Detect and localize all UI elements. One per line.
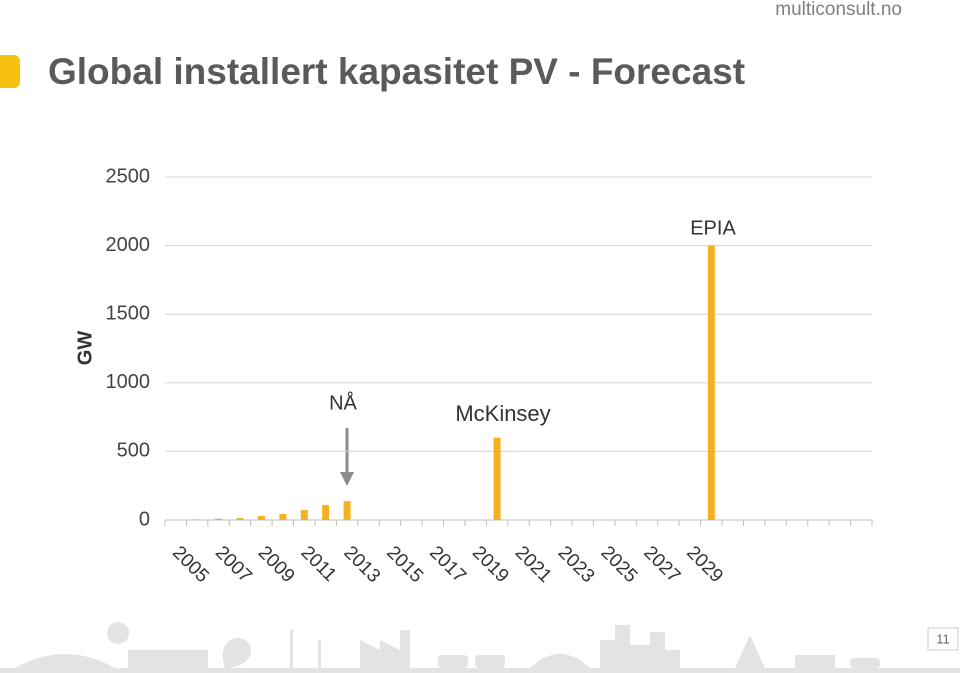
x-tick-label: 2009 (254, 542, 299, 587)
x-tick-label: 2005 (168, 542, 213, 587)
arrow-head (340, 472, 354, 486)
slide-title: Global installert kapasitet PV - Forecas… (48, 51, 745, 92)
site-name: multiconsult.no (775, 0, 902, 20)
annotation: NÅ (329, 391, 357, 414)
bar (300, 509, 308, 520)
bar (257, 516, 265, 520)
bar (322, 505, 330, 520)
bar (236, 517, 244, 520)
annotation: McKinsey (455, 401, 550, 426)
page-number: 11 (936, 631, 950, 646)
footer-illustration (0, 622, 960, 673)
x-tick-label: 2017 (425, 542, 470, 587)
x-tick-label: 2029 (682, 542, 727, 587)
title-marker (0, 55, 20, 88)
x-tick-label: 2027 (639, 542, 684, 587)
page-box (927, 627, 959, 651)
bar (493, 437, 501, 520)
x-tick-label: 2021 (511, 542, 556, 587)
y-tick-label: 1000 (106, 371, 151, 393)
y-tick-label: 1500 (106, 302, 151, 324)
x-tick-label: 2025 (597, 542, 642, 587)
bar (193, 519, 201, 520)
bar (343, 501, 351, 520)
bar (279, 513, 287, 520)
x-tick-label: 2023 (554, 542, 599, 587)
x-tick-label: 2013 (339, 542, 384, 587)
x-tick-label: 2007 (211, 542, 256, 587)
y-tick-label: 0 (139, 508, 150, 530)
x-tick-label: 2011 (297, 542, 341, 586)
x-tick-label: 2019 (468, 542, 513, 587)
y-tick-label: 2500 (106, 165, 151, 187)
y-tick-label: 2000 (106, 234, 151, 256)
y-tick-label: 500 (117, 440, 150, 462)
bar (215, 518, 223, 520)
y-axis-label: GW (74, 331, 96, 366)
bar (707, 245, 715, 520)
x-tick-label: 2015 (382, 542, 427, 587)
annotation: EPIA (690, 217, 736, 239)
